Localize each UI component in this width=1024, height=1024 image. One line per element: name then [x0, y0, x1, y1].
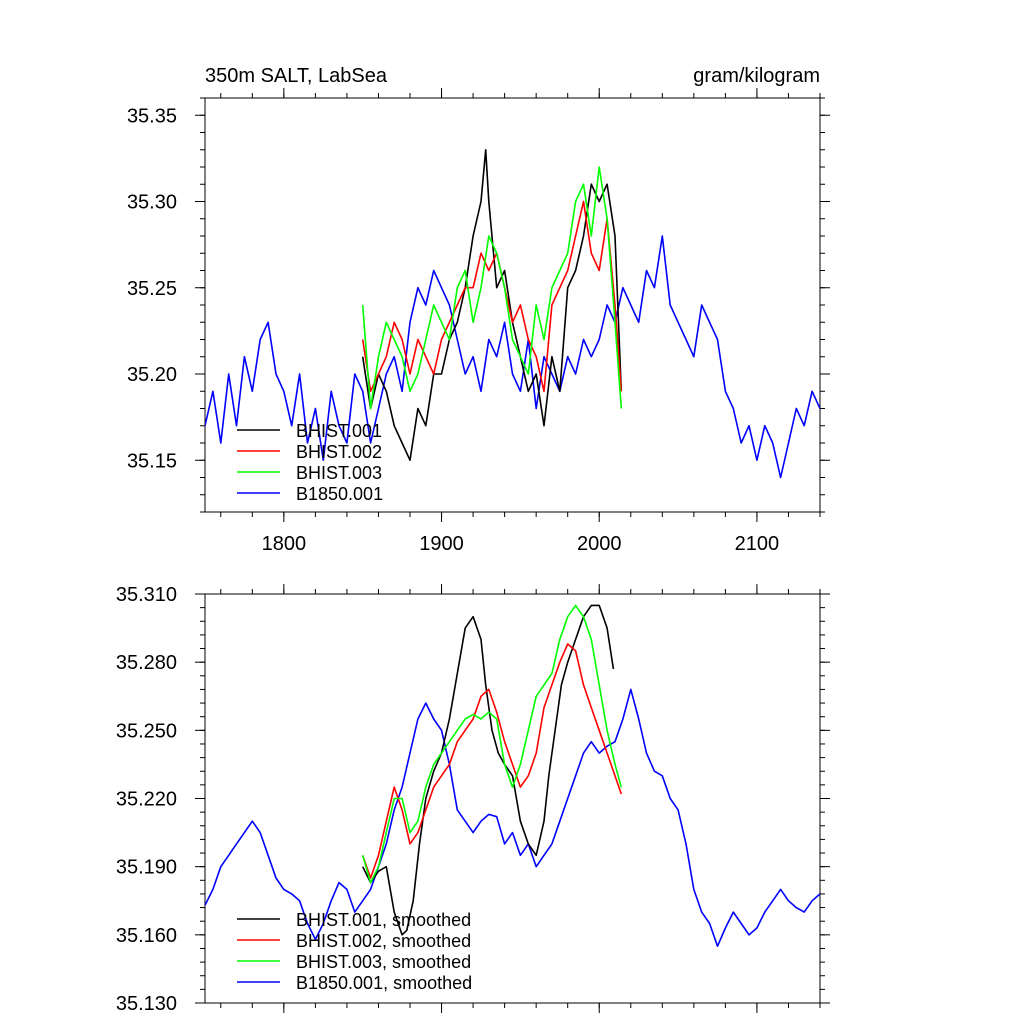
legend-label: BHIST.003 [296, 463, 382, 483]
series-line [205, 235, 820, 479]
series-line [361, 149, 623, 462]
y-tick-label: 35.310 [116, 584, 177, 606]
y-tick-label: 35.220 [116, 789, 177, 811]
y-tick-label: 35.30 [127, 192, 177, 214]
legend-label: BHIST.002, smoothed [296, 931, 471, 951]
panel-title: 350m SALT, LabSea [205, 65, 388, 87]
y-tick-label: 35.25 [127, 278, 177, 300]
series-line [361, 643, 623, 879]
x-tick-label: 1800 [262, 533, 307, 555]
x-tick-label: 2100 [735, 533, 780, 555]
series-line [361, 166, 623, 410]
legend-label: BHIST.001, smoothed [296, 910, 471, 930]
series-line [361, 604, 623, 884]
x-tick-label: 2000 [577, 533, 622, 555]
series-line [361, 200, 623, 393]
y-tick-label: 35.20 [127, 364, 177, 386]
y-tick-label: 35.15 [127, 450, 177, 472]
legend-label: B1850.001 [296, 484, 383, 504]
y-tick-label: 35.250 [116, 720, 177, 742]
legend-label: BHIST.001 [296, 421, 382, 441]
y-tick-label: 35.160 [116, 925, 177, 947]
legend-label: BHIST.002 [296, 442, 382, 462]
y-tick-label: 35.35 [127, 105, 177, 127]
salinity-smoothed-panel: 35.130 35.160 35.190 35.220 35.250 35.280 35.3… [116, 584, 830, 1015]
y-tick-label: 35.130 [116, 993, 177, 1015]
legend-label: B1850.001, smoothed [296, 973, 472, 993]
legend-label: BHIST.003, smoothed [296, 952, 471, 972]
y-tick-label: 35.190 [116, 857, 177, 879]
x-tick-label: 1900 [419, 533, 464, 555]
panel-units: gram/kilogram [693, 65, 820, 87]
salinity-raw-panel: 350m SALT, LabSea gram/kilogram 35.15 35.… [127, 65, 830, 555]
y-tick-label: 35.280 [116, 652, 177, 674]
series-line [361, 604, 615, 936]
series-line [205, 688, 820, 948]
